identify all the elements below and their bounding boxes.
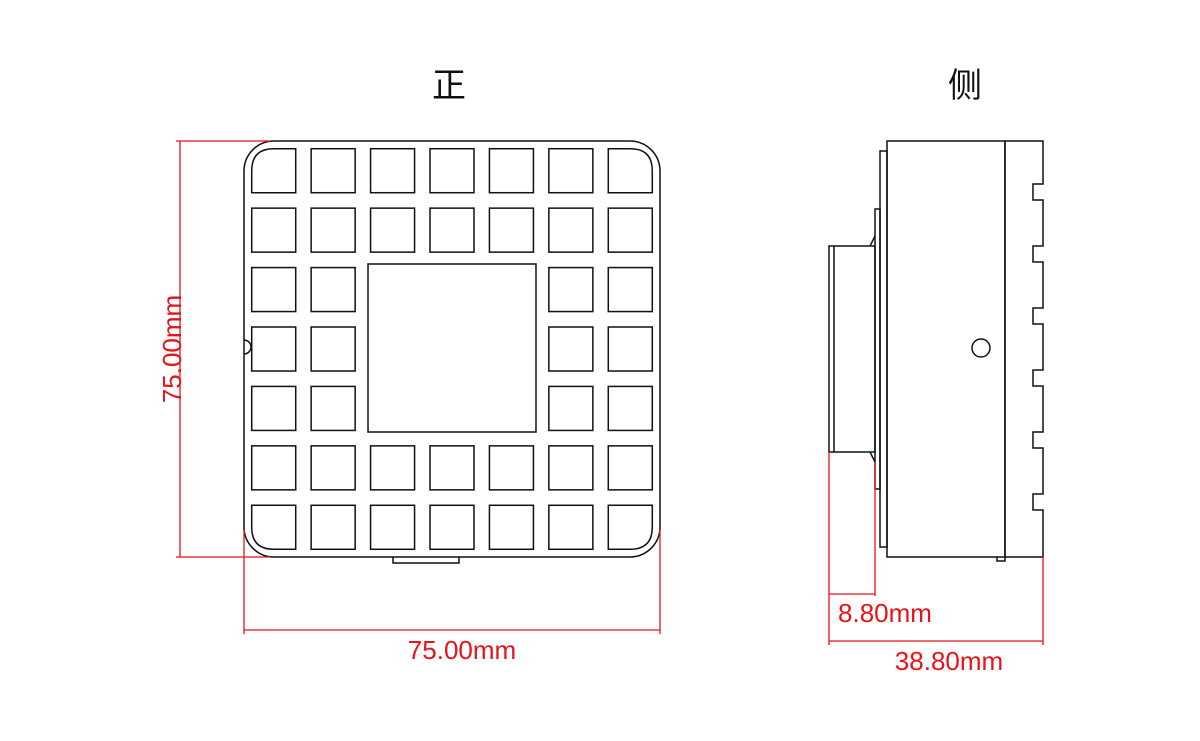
front-bottom-connector <box>392 557 460 564</box>
heatsink-cell <box>548 207 594 253</box>
front-view <box>243 140 661 564</box>
heatsink-cell <box>429 445 475 491</box>
heatsink-cell <box>488 504 535 551</box>
heatsink-cell <box>310 504 356 551</box>
side-flange-outer <box>879 150 888 548</box>
side-view-title: 侧 <box>948 66 982 106</box>
heatsink-cell <box>488 445 535 491</box>
side-screw-hole <box>971 338 991 358</box>
heatsink-cell <box>429 504 475 551</box>
front-sensor-window <box>367 263 537 433</box>
front-heatsink-grid <box>250 147 654 551</box>
heatsink-cell <box>310 445 356 491</box>
dim-front-height-label: 75.00mm <box>157 295 187 403</box>
heatsink-cell <box>548 326 594 372</box>
heatsink-cell <box>369 147 416 194</box>
heatsink-cell <box>607 147 654 194</box>
heatsink-cell <box>607 207 654 253</box>
heatsink-cell <box>607 445 654 491</box>
heatsink-cell <box>607 504 654 551</box>
front-view-title: 正 <box>432 66 466 106</box>
heatsink-cell <box>548 445 594 491</box>
heatsink-cell <box>310 207 356 253</box>
heatsink-cell <box>488 207 535 253</box>
heatsink-cell <box>310 326 356 372</box>
side-lens-taper-bottom <box>869 451 876 463</box>
heatsink-cell <box>429 207 475 253</box>
heatsink-cell <box>607 326 654 372</box>
heatsink-cell <box>548 147 594 194</box>
heatsink-cell <box>369 504 416 551</box>
dim-depth-label: 38.80mm <box>895 646 1003 676</box>
heatsink-cell <box>548 266 594 313</box>
heatsink-cell <box>310 266 356 313</box>
heatsink-cell <box>548 385 594 432</box>
side-bottom-tab <box>996 557 1006 562</box>
heatsink-cell <box>250 504 297 551</box>
heatsink-cell <box>310 147 356 194</box>
side-fin-section <box>1005 140 1044 558</box>
heatsink-cell <box>250 326 297 372</box>
heatsink-cell <box>369 207 416 253</box>
dim-front-width-label: 75.00mm <box>408 635 516 665</box>
heatsink-cell <box>250 266 297 313</box>
front-body-outline <box>243 140 661 558</box>
heatsink-cell <box>607 266 654 313</box>
heatsink-cell <box>548 504 594 551</box>
heatsink-cell <box>488 147 535 194</box>
heatsink-cell <box>607 385 654 432</box>
heatsink-cell <box>429 147 475 194</box>
dimension-lines <box>176 140 1044 645</box>
side-view <box>828 140 1044 562</box>
side-lens-taper-top <box>869 235 876 247</box>
heatsink-cell <box>250 207 297 253</box>
heatsink-cell <box>310 385 356 432</box>
heatsink-cell <box>369 445 416 491</box>
dim-lens-label: 8.80mm <box>838 598 932 628</box>
heatsink-cell <box>250 445 297 491</box>
side-lens-mount <box>828 245 876 453</box>
heatsink-cell <box>250 385 297 432</box>
heatsink-cell <box>250 147 297 194</box>
front-side-knob <box>243 339 252 355</box>
side-body <box>886 140 1006 558</box>
